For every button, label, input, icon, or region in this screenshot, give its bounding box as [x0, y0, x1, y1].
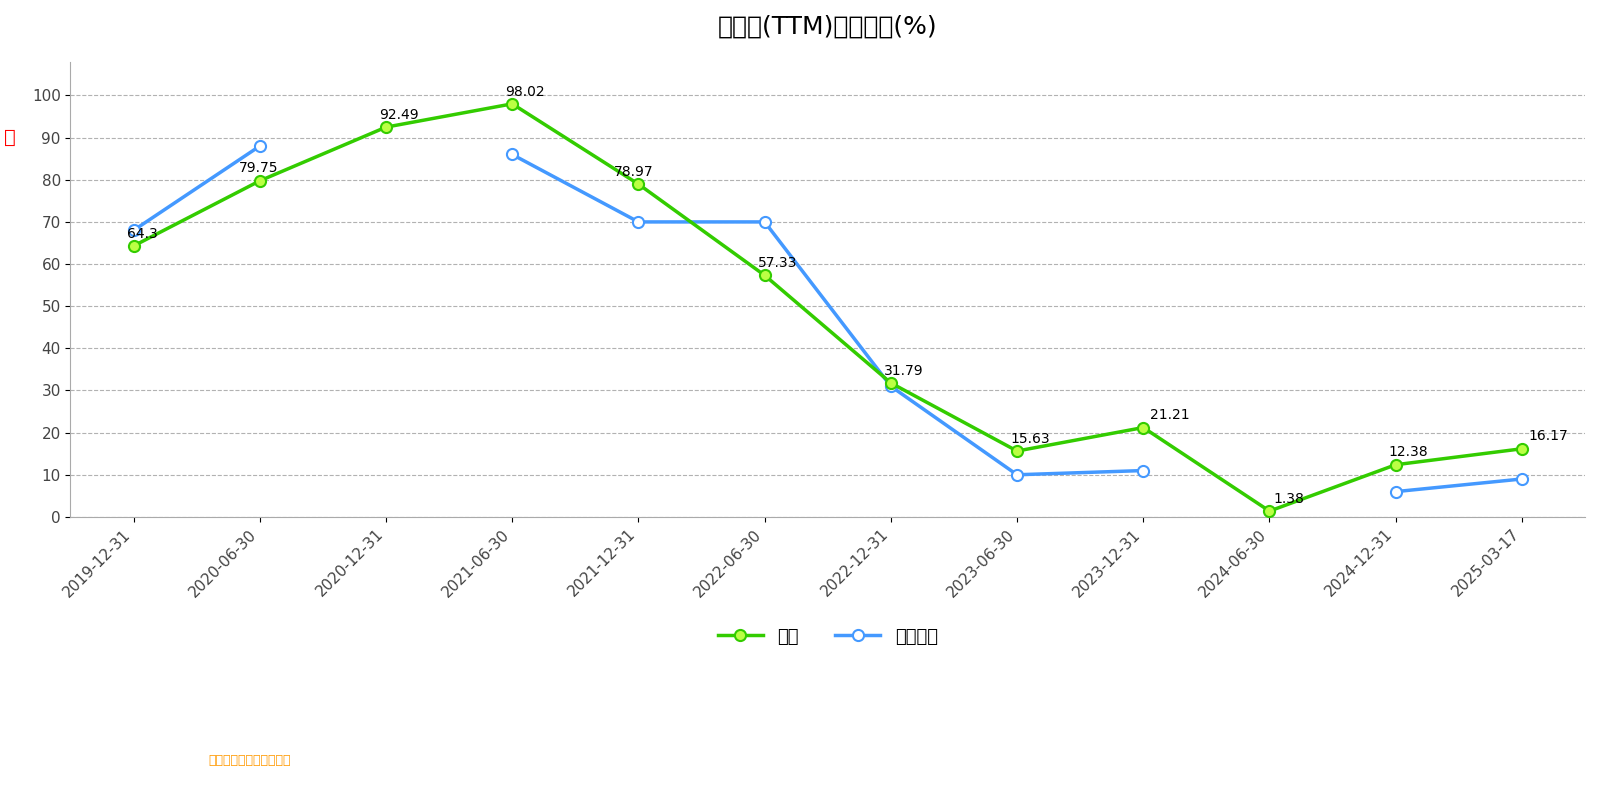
公司: [755, 270, 774, 280]
公司: [629, 179, 648, 189]
公司: [502, 99, 522, 109]
公司: [1512, 444, 1531, 454]
Text: 31.79: 31.79: [883, 364, 923, 378]
Text: 64.3: 64.3: [126, 226, 157, 241]
Text: 1.38: 1.38: [1274, 492, 1304, 506]
Text: 57.33: 57.33: [758, 256, 797, 270]
Text: 16.17: 16.17: [1530, 430, 1568, 443]
Text: 79.75: 79.75: [238, 162, 278, 175]
公司: [1386, 460, 1405, 470]
公司: [1134, 422, 1154, 432]
行业均值: [250, 142, 269, 151]
Text: 爱: 爱: [5, 128, 16, 147]
Text: 15.63: 15.63: [1010, 432, 1050, 446]
Line: 公司: 公司: [128, 98, 1528, 517]
Text: 数据来自恒生聚源数据库: 数据来自恒生聚源数据库: [208, 754, 291, 767]
公司: [1259, 506, 1278, 516]
公司: [123, 241, 142, 250]
公司: [1008, 446, 1027, 456]
公司: [882, 378, 901, 388]
Text: 21.21: 21.21: [1150, 408, 1190, 422]
Text: 12.38: 12.38: [1389, 446, 1429, 459]
行业均值: [123, 226, 142, 235]
Text: 92.49: 92.49: [379, 108, 419, 122]
公司: [250, 176, 269, 186]
Title: 市销率(TTM)历史分位(%): 市销率(TTM)历史分位(%): [718, 15, 938, 39]
Legend: 公司, 行业均值: 公司, 行业均值: [710, 620, 946, 654]
Line: 行业均值: 行业均值: [128, 141, 266, 236]
公司: [376, 122, 395, 132]
Text: 78.97: 78.97: [613, 165, 653, 178]
Text: 98.02: 98.02: [506, 85, 546, 98]
